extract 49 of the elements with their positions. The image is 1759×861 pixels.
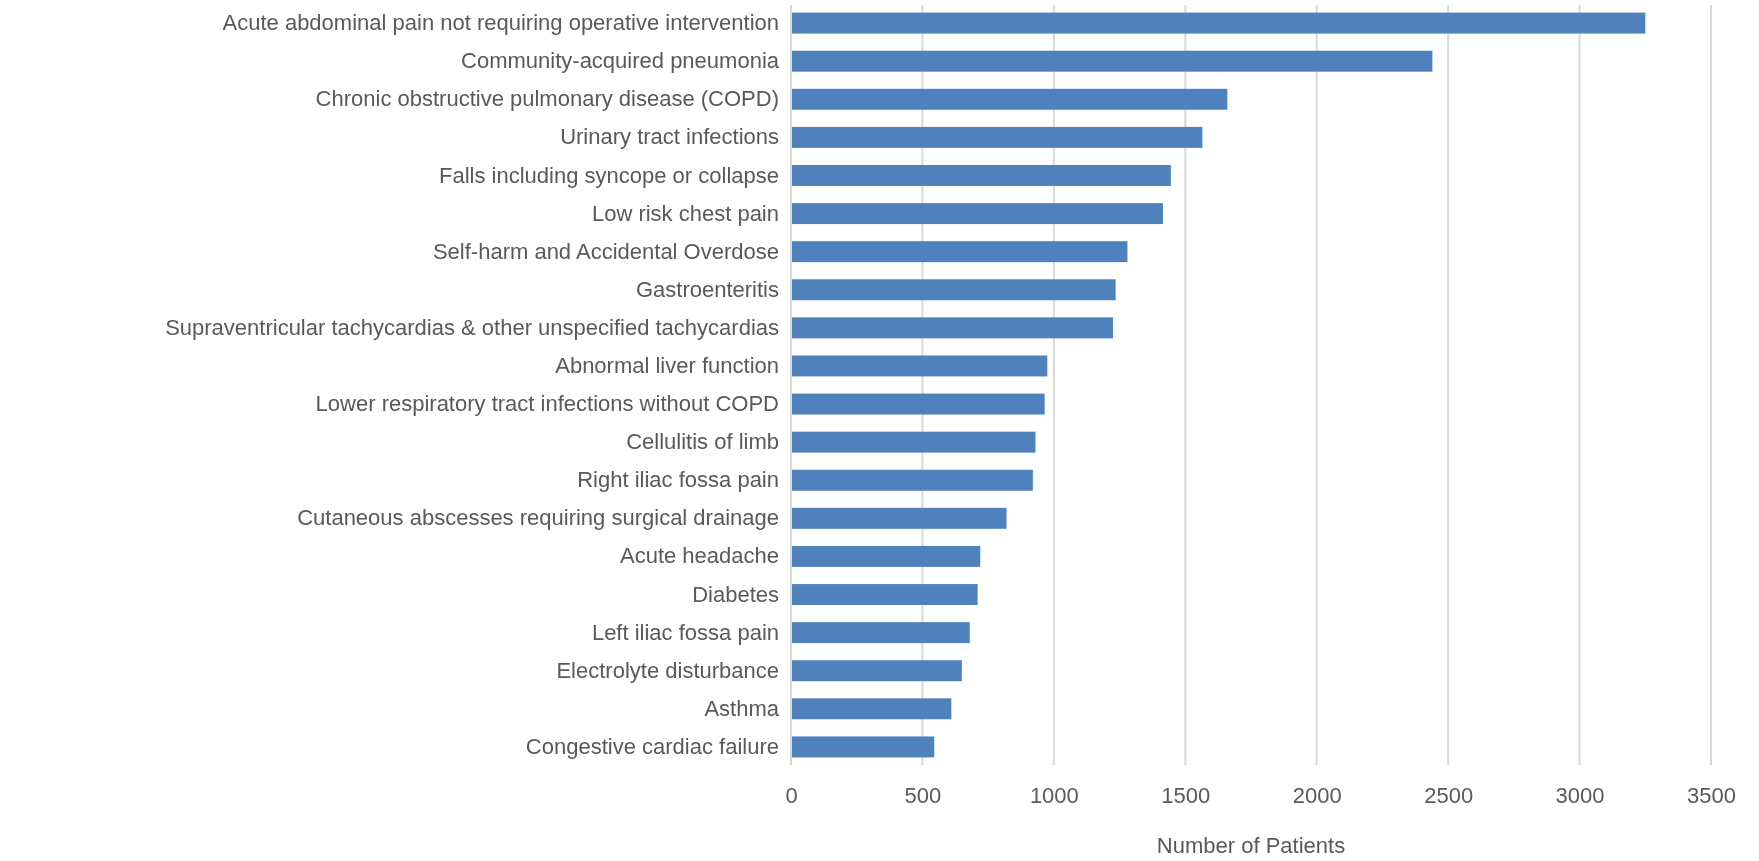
- x-tick-label: 500: [904, 782, 942, 808]
- bar: [791, 126, 1203, 148]
- y-tick-label: Urinary tract infections: [560, 124, 779, 150]
- y-tick-label: Chronic obstructive pulmonary disease (COPD): [315, 86, 779, 112]
- y-tick-label: Diabetes: [692, 581, 779, 607]
- bar: [791, 279, 1116, 301]
- y-tick-label: Electrolyte disturbance: [556, 657, 779, 683]
- bar: [791, 165, 1171, 186]
- x-tick-label: 2000: [1292, 782, 1342, 808]
- y-tick-label: Asthma: [704, 695, 780, 721]
- y-tick-label: Acute abdominal pain not requiring operative intervention: [222, 10, 779, 36]
- y-tick-label: Cutaneous abscesses requiring surgical drainage: [297, 505, 779, 531]
- y-tick-label: Left iliac fossa pain: [591, 619, 779, 645]
- y-tick-label: Abnormal liver function: [555, 352, 779, 378]
- bar: [791, 545, 981, 567]
- bar: [791, 50, 1433, 72]
- y-tick-label: Acute headache: [619, 543, 779, 569]
- x-tick-label: 0: [785, 782, 798, 808]
- bar: [791, 203, 1163, 225]
- bar: [791, 507, 1007, 529]
- x-tick-label: 3500: [1687, 782, 1736, 808]
- y-tick-label: Right iliac fossa pain: [577, 467, 779, 493]
- bar: [791, 88, 1228, 110]
- bar: [791, 317, 1113, 339]
- y-tick-label: Lower respiratory tract infections without COPD: [315, 391, 779, 417]
- bar: [791, 698, 952, 720]
- y-tick-label: Gastroenteritis: [635, 276, 779, 302]
- bar: [791, 660, 962, 682]
- bar: [791, 469, 1033, 491]
- y-tick-label: Cellulitis of limb: [626, 429, 779, 455]
- y-tick-label: Congestive cardiac failure: [525, 733, 779, 759]
- x-axis-title: Number of Patients: [1156, 833, 1346, 858]
- y-tick-label: Community-acquired pneumonia: [461, 48, 780, 74]
- y-tick-label: Supraventricular tachycardias & other unspecified tachycardias: [165, 314, 779, 340]
- bar: [791, 12, 1646, 34]
- x-tick-label: 3000: [1555, 782, 1605, 808]
- bar: [791, 736, 935, 758]
- x-tick-label: 1000: [1029, 782, 1079, 808]
- bar: [791, 622, 970, 644]
- x-tick-label: 1500: [1161, 782, 1211, 808]
- y-tick-label: Falls including syncope or collapse: [439, 162, 779, 188]
- x-tick-label: 2500: [1424, 782, 1474, 808]
- bar: [791, 355, 1048, 377]
- bar: [791, 393, 1045, 415]
- bar: [791, 584, 978, 605]
- y-tick-label: Low risk chest pain: [591, 200, 779, 226]
- bar: [791, 431, 1036, 453]
- y-tick-label: Self-harm and Accidental Overdose: [432, 238, 779, 264]
- bar: [791, 241, 1128, 263]
